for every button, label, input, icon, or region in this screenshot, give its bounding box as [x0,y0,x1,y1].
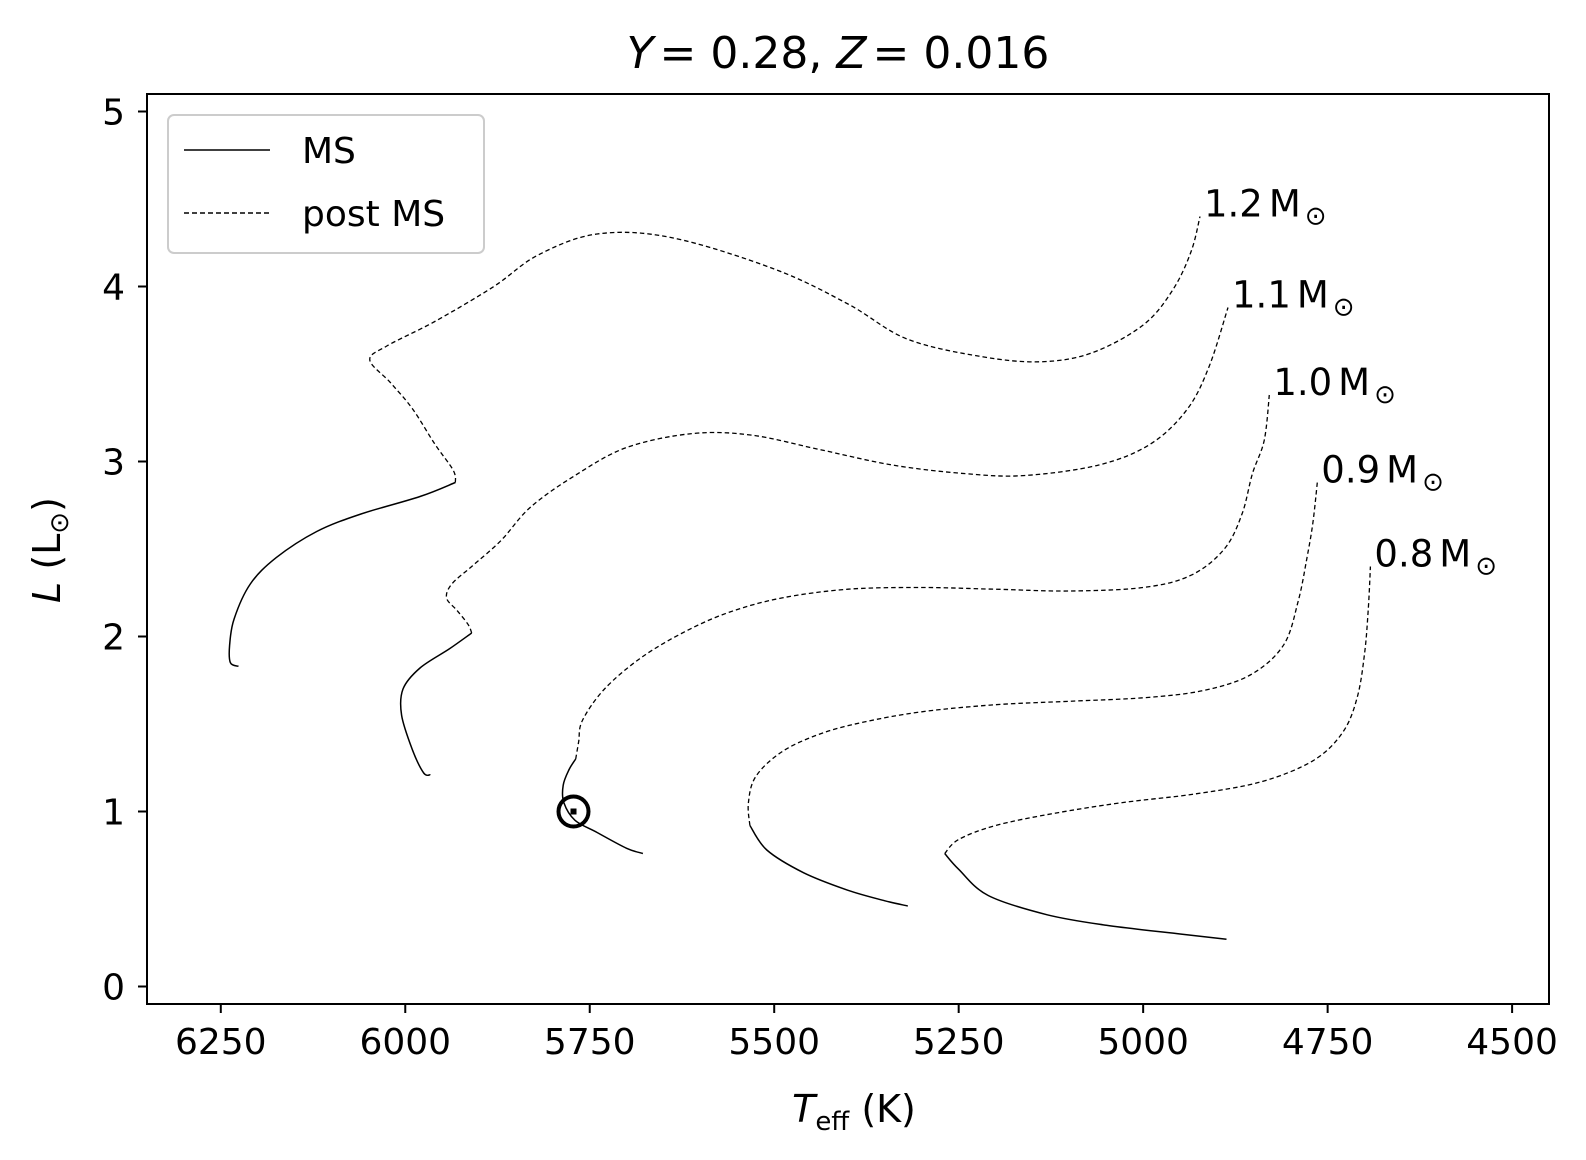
post-ms-track [944,566,1372,854]
tracks [228,216,1372,941]
x-axis-label: Teff (K) [792,1087,916,1137]
post-ms-track [445,307,1229,634]
y-axis-label: L (L⊙) [25,497,75,603]
legend-postms-label: post MS [302,194,445,235]
x-tick-label: 5750 [544,1022,636,1063]
mass-label: 1.2 M ⊙ [1204,183,1327,232]
post-ms-track [747,482,1318,826]
ms-track [228,481,456,668]
x-tick-label: 4500 [1466,1022,1558,1063]
y-tick-label: 1 [102,793,125,834]
y-tick-label: 0 [102,968,125,1009]
mass-label: 0.9 M ⊙ [1321,449,1444,498]
y-tick-label: 2 [102,618,125,659]
post-ms-track [369,216,1201,483]
x-tick-label: 6000 [359,1022,451,1063]
legend-ms-label: MS [302,131,356,172]
x-tick-label: 6250 [175,1022,267,1063]
x-tick-label: 4750 [1282,1022,1374,1063]
mass-label: 1.1 M ⊙ [1232,274,1355,323]
x-tick-label: 5000 [1097,1022,1189,1063]
legend: MS post MS [167,114,485,254]
x-tick-label: 5500 [728,1022,820,1063]
chart-title: Y = 0.28, Z = 0.016 [627,28,1050,79]
mass-label: 1.0 M ⊙ [1273,361,1396,410]
x-axis: 6250 6000 5750 5500 5250 5000 4750 4500 [175,1004,1558,1063]
plot-area [146,93,1550,1005]
y-tick-label: 3 [102,443,125,484]
mass-label: 0.8 M ⊙ [1374,533,1497,582]
ms-track [944,853,1227,941]
ms-track [561,758,644,855]
ms-track [399,632,473,777]
mass-labels: 1.2 M ⊙ 1.1 M ⊙ 1.0 M ⊙ 0.9 M ⊙ 0.8 M ⊙ [1204,183,1497,582]
sun-marker [556,794,591,829]
sun-circle [556,794,591,829]
x-tick-label: 5250 [913,1022,1005,1063]
post-ms-track [575,394,1270,760]
ms-track [749,825,908,907]
y-axis: 0 1 2 3 4 5 [102,93,147,1009]
y-tick-label: 5 [102,93,125,134]
sun-dot [570,808,577,815]
y-tick-label: 4 [102,268,125,309]
